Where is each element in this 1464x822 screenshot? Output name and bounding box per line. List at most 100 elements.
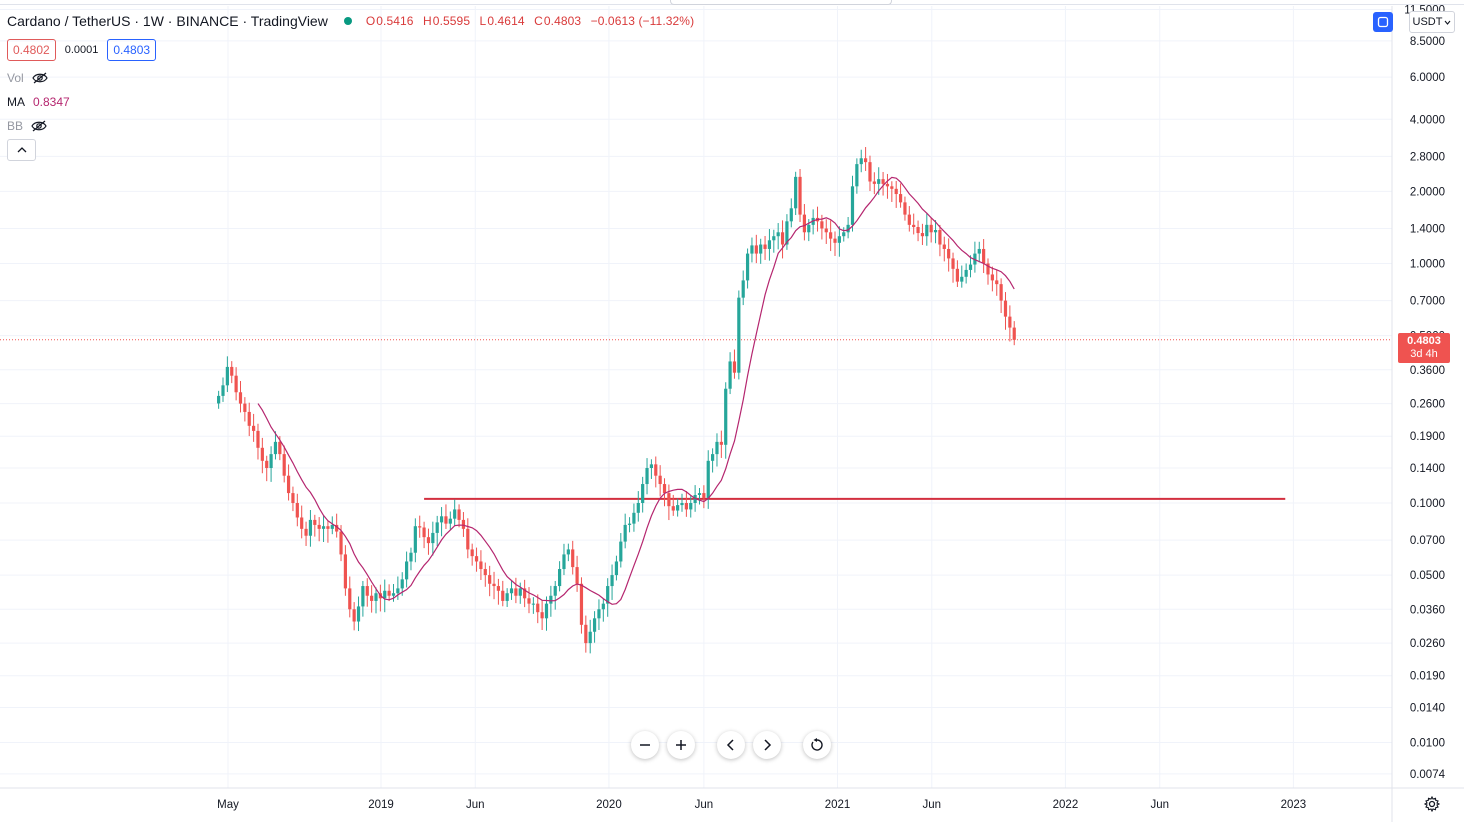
time-tick-label: Jun <box>695 799 714 811</box>
indicator-label: Vol <box>7 71 24 85</box>
candle-body <box>273 441 278 455</box>
hidden-eye-icon[interactable] <box>31 120 47 132</box>
candle-body <box>614 561 619 576</box>
candle-body <box>330 524 334 529</box>
price-tick-label: 0.1400 <box>1410 463 1445 475</box>
candle-body <box>697 493 702 495</box>
candle-body <box>772 236 776 241</box>
price-tick-label: 0.3600 <box>1410 365 1445 377</box>
candle-body <box>920 233 925 237</box>
ma-value: 0.8347 <box>33 95 70 109</box>
candle-body <box>291 493 295 503</box>
zoom-out-button[interactable] <box>631 731 659 759</box>
candle-body <box>252 425 256 431</box>
time-tick-label: 2022 <box>1053 799 1079 811</box>
candle-body <box>300 517 304 529</box>
buy-button[interactable]: 0.4803 <box>107 39 157 61</box>
price-tick-label: 0.1000 <box>1410 498 1445 510</box>
candle-body <box>903 202 907 215</box>
candle-body <box>453 509 457 519</box>
candle-body <box>601 603 605 610</box>
candle-body <box>562 554 566 570</box>
candle-body <box>247 411 251 426</box>
candle-body <box>370 595 374 601</box>
indicator-label: MA <box>7 95 25 109</box>
candle-body <box>702 493 706 498</box>
candle-body <box>676 505 680 511</box>
candle-body <box>780 232 785 245</box>
price-axis: 11.50008.50006.00004.00002.80002.00001.4… <box>1404 4 1445 780</box>
candle-body <box>317 524 321 529</box>
compare-button[interactable] <box>1373 12 1393 32</box>
candle-body <box>592 618 597 632</box>
reset-icon <box>811 738 823 751</box>
price-tick-label: 4.0000 <box>1410 114 1445 126</box>
candle-body <box>864 158 868 163</box>
candle-body <box>658 475 662 485</box>
candle-body <box>955 268 960 282</box>
time-tick-label: Jun <box>923 799 942 811</box>
candle-body <box>968 264 973 270</box>
chart-legend-title: Cardano / TetherUS · 1W · BINANCE · Trad… <box>7 13 694 29</box>
candle-body <box>885 183 890 187</box>
candle-body <box>711 454 715 461</box>
candle-body <box>636 503 640 513</box>
zoom-in-button[interactable] <box>667 731 695 759</box>
candle-body <box>977 248 981 254</box>
open-value: 0.5416 <box>376 14 414 28</box>
reset-chart-button[interactable] <box>803 731 831 759</box>
candle-body <box>907 214 911 225</box>
chevron-down-icon <box>1445 20 1451 25</box>
candle-body <box>540 612 544 619</box>
high-label: H <box>423 14 432 28</box>
price-tick-label: 0.0360 <box>1410 604 1445 616</box>
candle-body <box>737 297 741 373</box>
candle-body <box>671 506 675 511</box>
candle-body <box>457 509 461 520</box>
candle-body <box>942 244 946 249</box>
candle-body <box>225 366 229 386</box>
candle-body <box>850 186 855 225</box>
price-tick-label: 2.8000 <box>1410 151 1445 163</box>
symbol-title[interactable]: Cardano / TetherUS · 1W · BINANCE · Trad… <box>7 13 328 29</box>
candle-body <box>890 186 894 189</box>
candle-body <box>409 552 413 562</box>
top-tab-handle[interactable] <box>670 0 892 5</box>
candle-body <box>982 248 986 264</box>
candle-body <box>326 526 330 529</box>
candle-body <box>960 276 964 282</box>
minus-icon <box>640 744 650 746</box>
price-tick-label: 8.5000 <box>1410 36 1445 48</box>
candle-body <box>820 221 824 229</box>
scroll-left-button[interactable] <box>717 731 745 759</box>
candle-body <box>662 484 667 494</box>
candle-body <box>461 519 466 529</box>
indicator-ma[interactable]: MA 0.8347 <box>7 95 70 109</box>
settings-gear-icon[interactable] <box>1424 796 1440 812</box>
candle-body <box>234 375 238 393</box>
candle-body <box>763 244 767 249</box>
hidden-eye-icon[interactable] <box>31 72 48 84</box>
scroll-right-button[interactable] <box>753 731 781 759</box>
indicator-vol[interactable]: Vol <box>7 71 48 85</box>
time-tick-label: 2019 <box>368 799 394 811</box>
candle-body <box>553 586 557 596</box>
collapse-legend-button[interactable] <box>7 139 36 161</box>
sell-button[interactable]: 0.4802 <box>7 39 56 61</box>
chart-grid <box>0 6 1464 822</box>
currency-select[interactable]: USDT <box>1409 11 1455 33</box>
change-value: −0.0613 (−11.32%) <box>590 14 695 28</box>
candle-body <box>282 454 286 476</box>
candle-body <box>339 531 343 555</box>
candle-body <box>715 441 719 455</box>
candle-body <box>286 475 291 494</box>
candle-body <box>571 549 575 568</box>
candle-body <box>745 253 750 281</box>
price-tick-label: 1.4000 <box>1410 224 1445 236</box>
indicator-bb[interactable]: BB <box>7 119 47 133</box>
price-tick-label: 6.0000 <box>1410 72 1445 84</box>
candle-body <box>256 430 260 448</box>
time-axis: May 2019 Jun 2020 Jun 2021 Jun 2022 Jun 2023 <box>217 799 1306 811</box>
spread-value: 0.0001 <box>64 44 99 56</box>
